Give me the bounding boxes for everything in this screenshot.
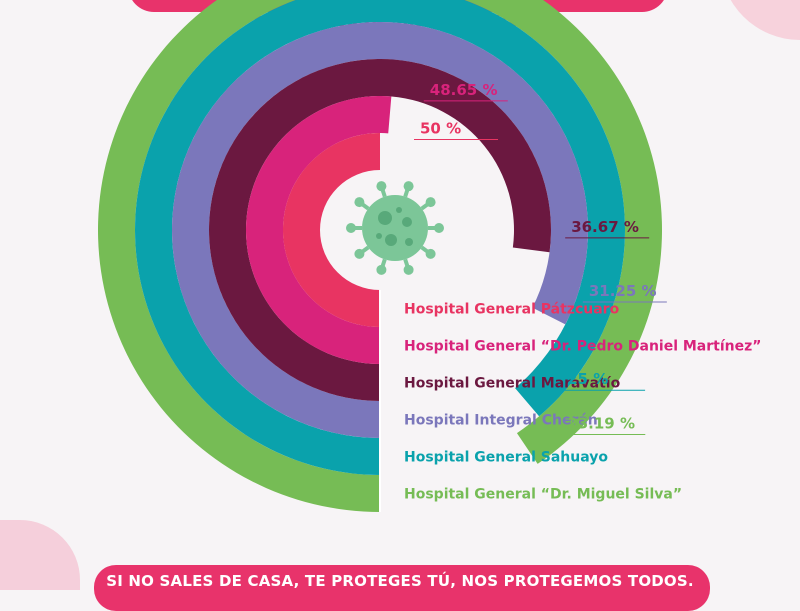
legend-hospital-name: Hospital General Pátzcuaro <box>404 302 620 318</box>
legend-hospital-name: Hospital General “Dr. Miguel Silva” <box>404 487 682 503</box>
percentage-label: 50 % <box>420 120 461 138</box>
footer-message: SI NO SALES DE CASA, TE PROTEGES TÚ, NOS… <box>106 572 694 590</box>
legend-hospital-name: Hospital Integral Cherán <box>404 413 598 429</box>
percentage-label: 48.65 % <box>430 81 498 99</box>
ring-bar <box>282 132 380 327</box>
ring-bar <box>245 95 392 364</box>
legend-hospital-name: Hospital General Maravatío <box>404 376 621 392</box>
percentage-label: 25 % <box>567 370 608 388</box>
percentage-label: 36.67 % <box>571 218 639 236</box>
virus-icon <box>346 181 444 275</box>
percentage-label: 23.19 % <box>567 414 635 432</box>
legend-hospital-name: Hospital General “Dr. Pedro Daniel Martí… <box>404 339 761 355</box>
legend-hospital-name: Hospital General Sahuayo <box>404 450 608 466</box>
percentage-label: 31.25 % <box>589 282 657 300</box>
